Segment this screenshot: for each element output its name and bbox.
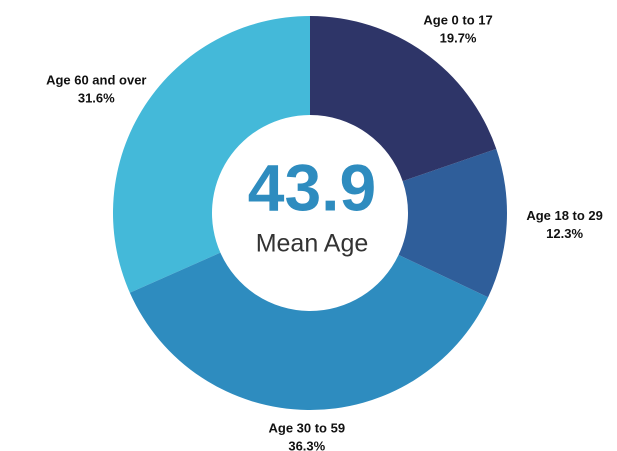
slice-value-label: 31.6% (78, 91, 115, 106)
donut-slice (129, 252, 489, 410)
slice-label: Age 0 to 17 (423, 12, 492, 27)
donut-slice (113, 16, 311, 293)
slice-value-label: 36.3% (288, 438, 325, 451)
center-value: 43.9 (248, 150, 376, 224)
donut-slice (398, 148, 507, 298)
slice-label: Age 60 and over (46, 73, 146, 88)
slice-label: Age 18 to 29 (526, 208, 603, 223)
slice-label: Age 30 to 59 (268, 420, 345, 435)
center-label: Mean Age (256, 230, 369, 258)
donut-slice (310, 16, 497, 182)
slice-value-label: 12.3% (546, 226, 583, 241)
slice-value-label: 19.7% (440, 30, 477, 45)
